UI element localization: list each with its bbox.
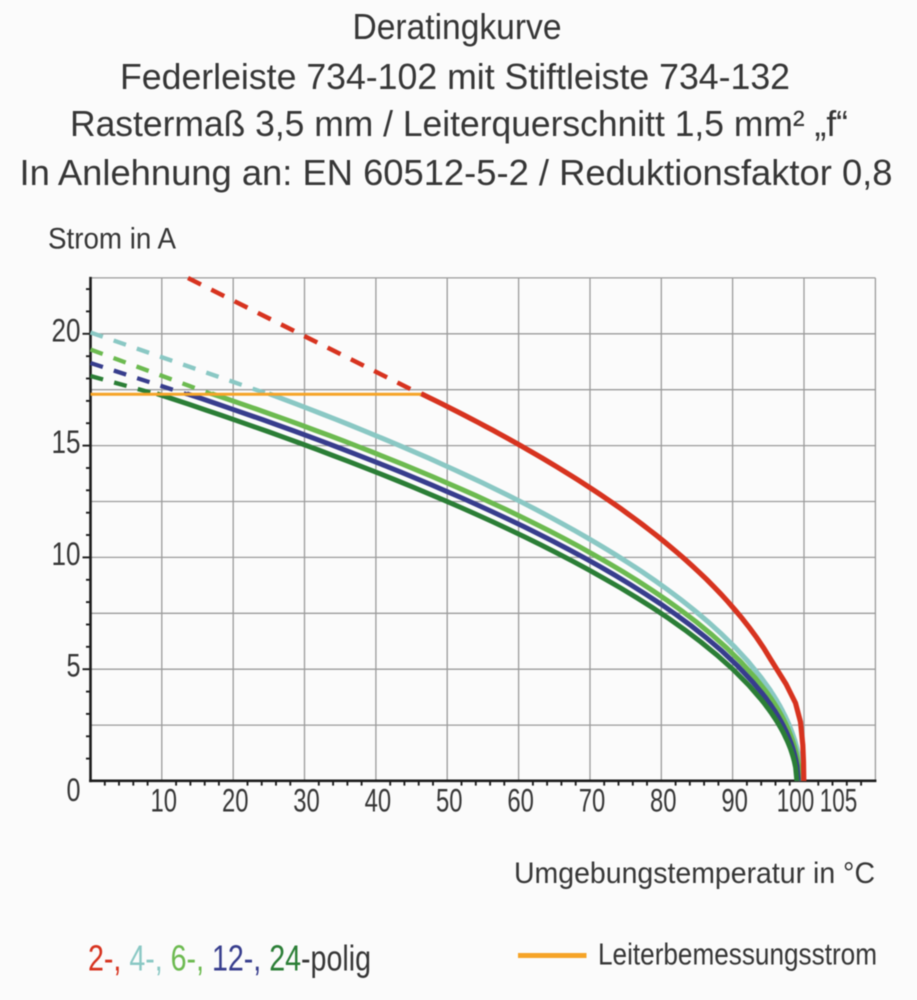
svg-text:90: 90 bbox=[721, 783, 748, 819]
svg-text:Leiterbemessungsstrom: Leiterbemessungsstrom bbox=[598, 937, 877, 972]
svg-text:Umgebungstemperatur in °C: Umgebungstemperatur in °C bbox=[514, 857, 875, 890]
svg-text:Deratingkurve: Deratingkurve bbox=[353, 6, 562, 47]
svg-text:Strom in A: Strom in A bbox=[48, 223, 176, 256]
svg-text:20: 20 bbox=[52, 312, 81, 348]
svg-text:105: 105 bbox=[820, 783, 858, 819]
svg-text:Rastermaß 3,5 mm / Leiterquers: Rastermaß 3,5 mm / Leiterquerschnitt 1,5… bbox=[70, 103, 848, 144]
svg-text:50: 50 bbox=[436, 783, 463, 819]
svg-text:80: 80 bbox=[650, 783, 677, 819]
svg-text:5: 5 bbox=[67, 648, 81, 684]
svg-text:0: 0 bbox=[67, 772, 81, 808]
svg-text:Federleiste 734-102 mit Stiftl: Federleiste 734-102 mit Stiftleiste 734-… bbox=[120, 56, 790, 97]
svg-text:100: 100 bbox=[777, 783, 815, 819]
svg-text:20: 20 bbox=[222, 783, 249, 819]
svg-text:40: 40 bbox=[365, 783, 392, 819]
svg-text:In Anlehnung an: EN 60512-5-2: In Anlehnung an: EN 60512-5-2 / Reduktio… bbox=[20, 152, 893, 193]
svg-text:2-, 4-, 6-, 12-, 24-polig: 2-, 4-, 6-, 12-, 24-polig bbox=[88, 938, 371, 979]
svg-text:30: 30 bbox=[293, 783, 320, 819]
svg-text:60: 60 bbox=[507, 783, 534, 819]
svg-text:10: 10 bbox=[52, 536, 81, 572]
svg-text:15: 15 bbox=[52, 424, 81, 460]
svg-text:70: 70 bbox=[579, 783, 606, 819]
svg-text:10: 10 bbox=[151, 783, 178, 819]
